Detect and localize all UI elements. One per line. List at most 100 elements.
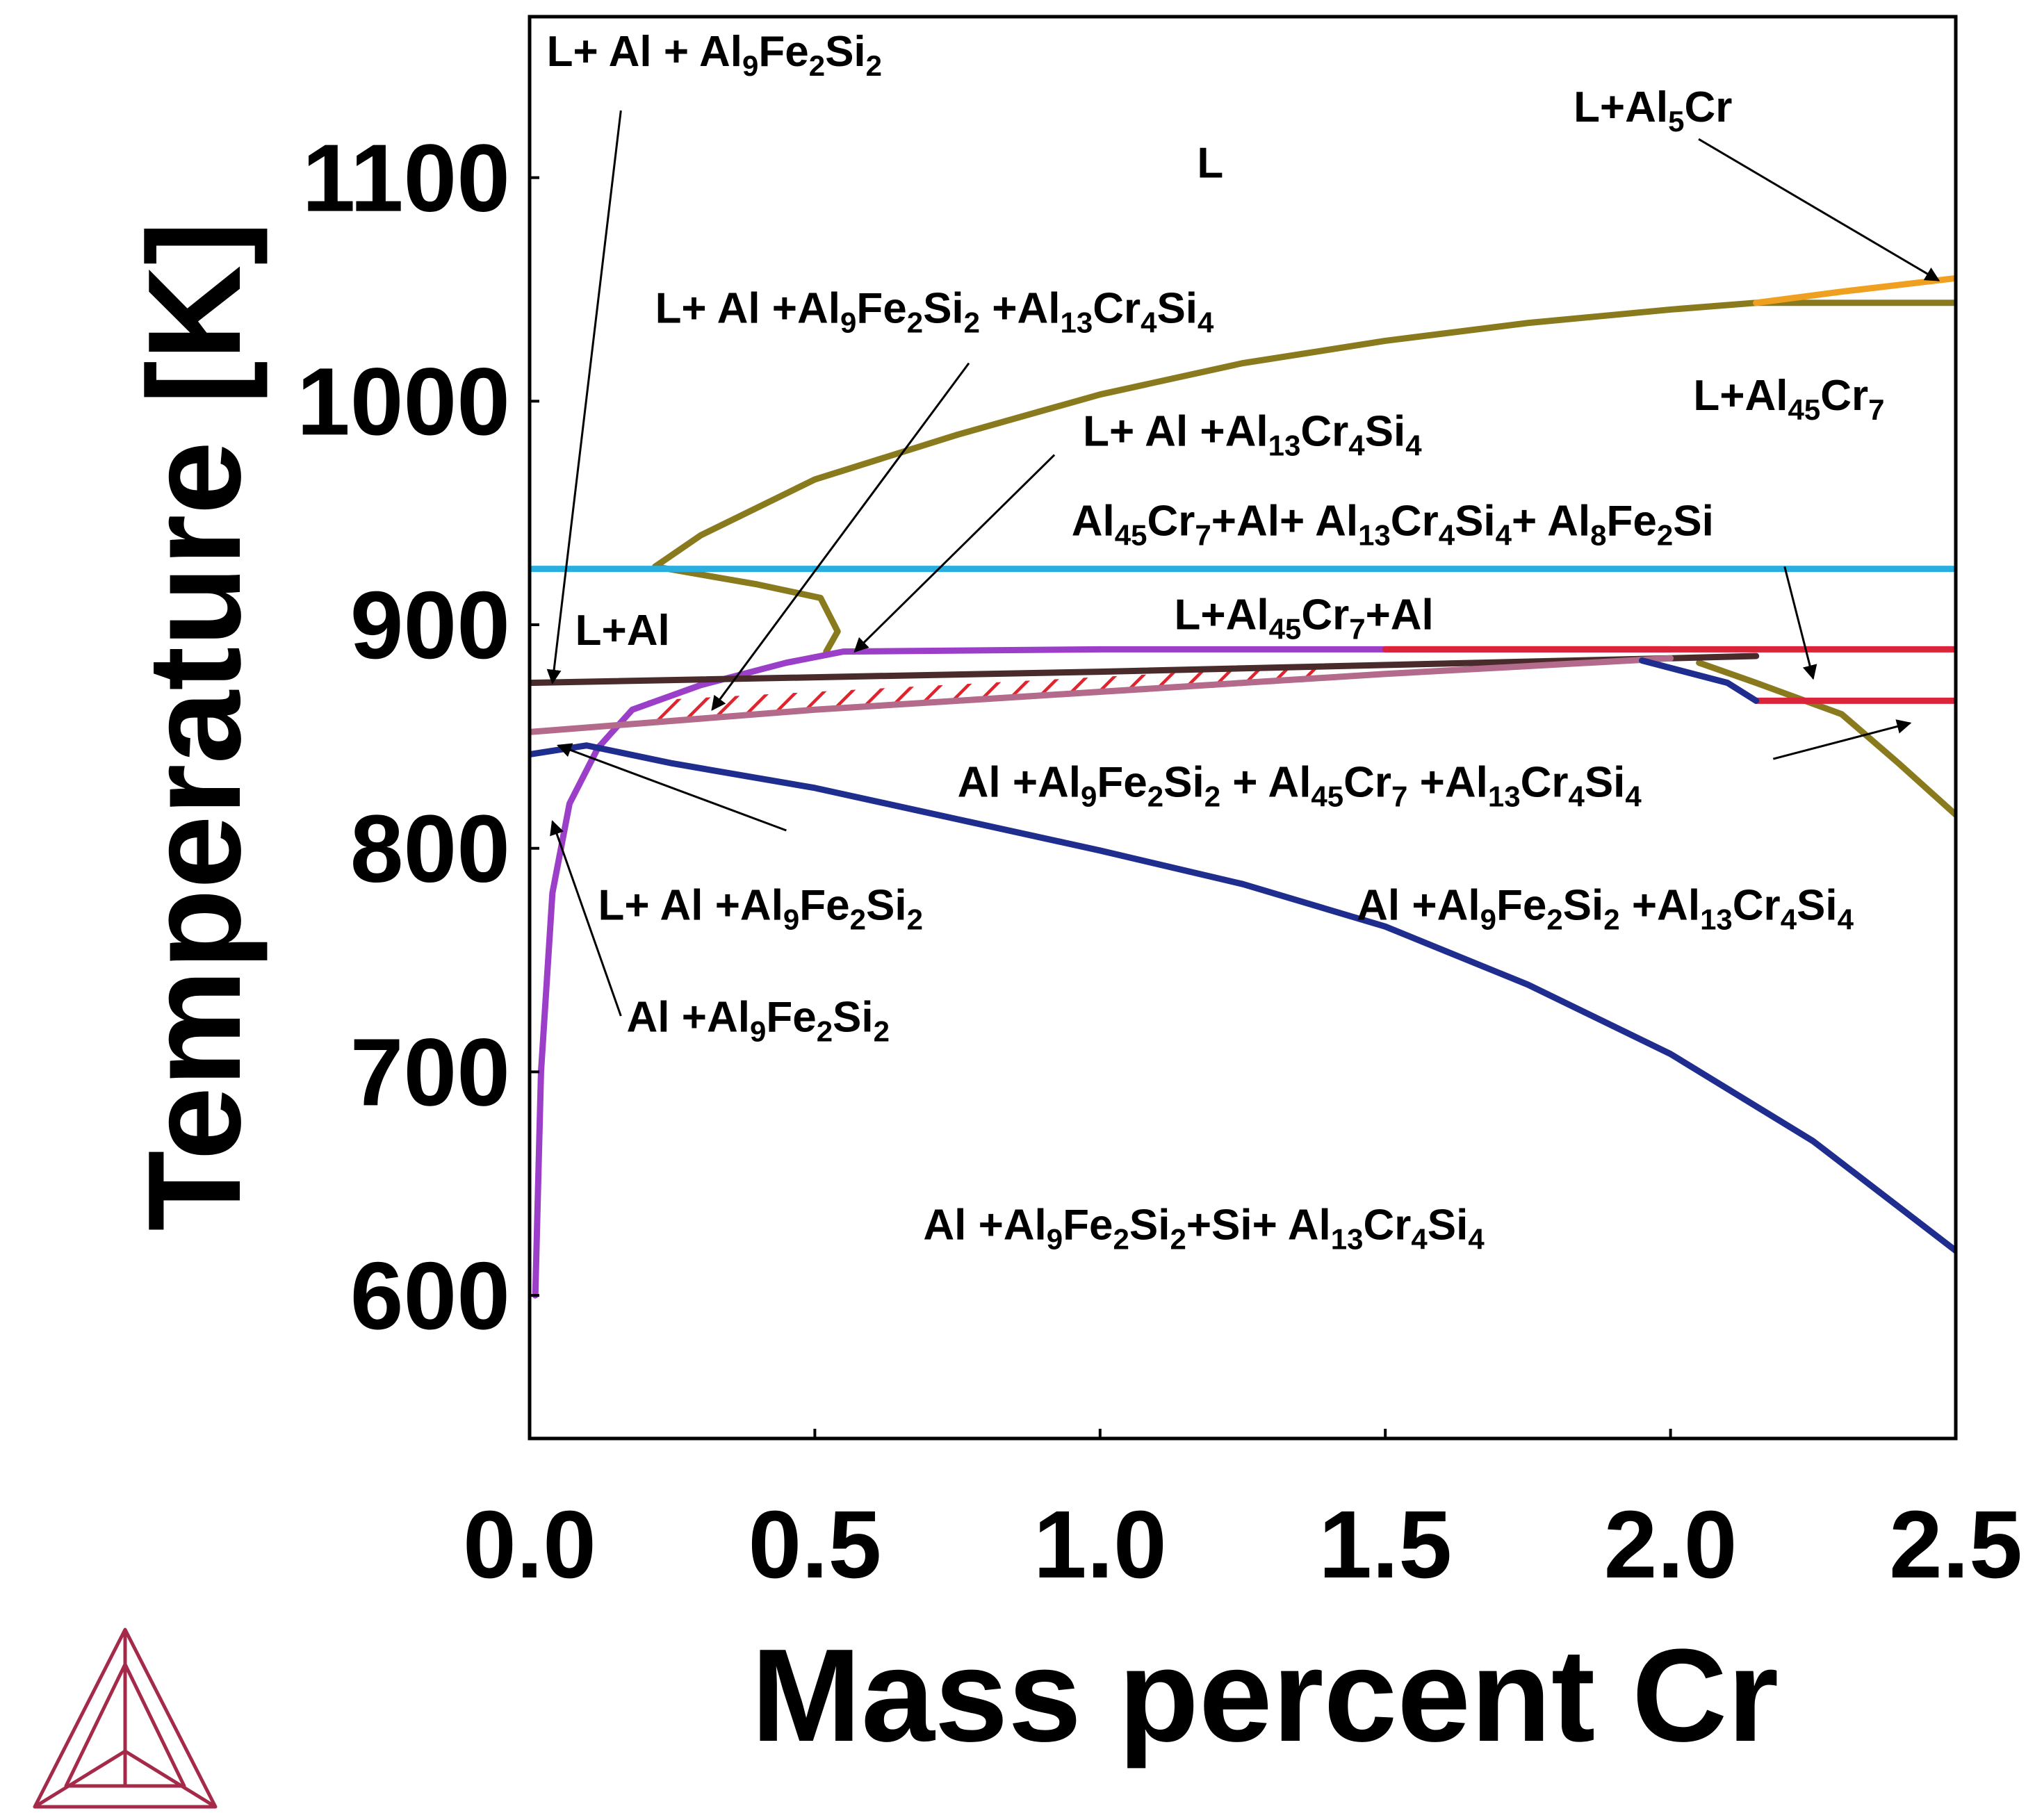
region-label-part: 8 [1590,518,1606,551]
region-label-part: 2 [874,1015,890,1048]
region-label-al45cr7-al-al13cr4si4-al8fe2si: Al45Cr7+Al+ Al13Cr4Si4+ Al8Fe2Si [1072,497,1714,551]
y-axis-title: Temperature [K] [121,221,268,1231]
region-label-part: 4 [1496,518,1512,551]
region-label-part: 9 [840,306,856,339]
region-label-part: 4 [1198,306,1214,339]
region-label-part: Si [1163,759,1204,807]
region-label-part: 4 [1405,429,1422,462]
phase-boundaries [530,274,1956,1299]
region-label-part: 4 [1781,903,1797,936]
region-label-part: L [1197,140,1223,188]
series-solvus-Al45Cr7-right [1696,659,1956,818]
region-label-part: Si [1585,759,1626,807]
y-tick-label: 800 [350,796,510,903]
region-label-part: Fe [1496,882,1546,930]
region-label-part: Fe [1097,759,1147,807]
series-blue-upper-right [1639,657,1760,704]
y-tick-label: 700 [350,1019,510,1126]
region-label-part: +Al [980,285,1060,333]
region-label-part: Al [1072,497,1115,545]
arrow-l-al-al9fe2si2 [557,743,787,832]
arrow-al-al9fe2si2-al45cr7-al13cr4si4 [1772,719,1912,760]
region-label-part: 9 [1047,1223,1063,1256]
region-label-part: Si [833,994,874,1042]
region-label-part: + Al [1512,497,1590,545]
region-label-part: 4 [1411,1223,1428,1256]
region-label-part: Cr [1093,285,1141,333]
region-label-part: 2 [817,1015,833,1048]
y-tick-label: 1000 [297,348,510,455]
region-label-part: 13 [1488,780,1521,813]
region-label-part: 2 [1113,1223,1129,1256]
region-label-part: Cr [1391,497,1439,545]
arrow-l-al-al13cr4si4 [853,454,1056,653]
plot-frame [528,15,1958,1441]
x-tick-label: 2.0 [1604,1491,1738,1598]
series-brown-line [530,653,1760,687]
region-label-part: 2 [809,49,825,82]
region-label-part: Fe [766,994,816,1042]
region-label-part: 9 [1081,780,1097,813]
region-label-part: Cr [1301,591,1349,639]
region-label-l-al-al13cr4si4: L+ Al +Al13Cr4Si4 [1083,408,1422,462]
region-label-al-al9fe2si2: Al +Al9Fe2Si2 [627,994,890,1048]
region-label-part: Cr [1300,408,1348,456]
region-label-part: L+ Al + Al [547,28,742,76]
region-label-part: 9 [783,903,799,936]
region-label-part: L+ Al +Al [655,285,840,333]
region-label-part: +Al+ Al [1211,497,1358,545]
region-label-part: 5 [1668,105,1684,138]
series-liquidus-L-Al5Cr [1753,274,1956,306]
annotation-arrows [546,110,1940,1017]
region-label-part: 2 [1170,1223,1186,1256]
region-label-part: 4 [1348,429,1365,462]
x-tick-label: 1.5 [1318,1491,1452,1598]
region-label-part: 4 [1468,1223,1485,1256]
region-label-part: 2 [866,49,882,82]
region-label-part: 2 [907,903,923,936]
region-label-part: L+ Al +Al [1083,408,1268,456]
region-label-part: 2 [1147,780,1163,813]
region-label-part: 7 [1349,612,1365,645]
region-label-part: 45 [1115,518,1147,551]
region-label-part: 4 [1141,306,1157,339]
region-label-part: Si [1365,408,1406,456]
region-label-part: Cr [1820,372,1868,420]
series-liquidus-lower-branch [652,563,841,655]
region-label-part: Si [1428,1202,1469,1249]
region-label-L: L [1197,140,1223,188]
arrow-al45cr7-al-al13cr4si4-al8fe2si [1783,566,1817,680]
region-label-part: Si [1455,497,1496,545]
region-label-part: 9 [1480,903,1496,936]
region-label-part: Si [1673,497,1714,545]
region-label-part: + Al [1220,759,1311,807]
x-tick-label: 1.0 [1033,1491,1167,1598]
thermo-calc-logo [33,1628,218,1809]
region-label-part: 45 [1269,612,1302,645]
region-label-al-al9fe2si2-al45cr7-al13cr4si4: Al +Al9Fe2Si2 + Al45Cr7 +Al13Cr4Si4 [958,759,1642,813]
region-label-part: Si [1797,882,1838,930]
region-label-part: 4 [1439,518,1455,551]
region-label-l-al5cr: L+Al5Cr [1574,83,1732,138]
region-label-part: Si [866,882,907,930]
series-liquidus-L-Al45Cr7 [652,300,1956,570]
axis-ticks: 0.0 0.5 1.0 1.5 2.0 2.5 600 700 800 900 1000 1100 [297,125,2022,1598]
region-label-part: 2 [1546,903,1562,936]
arrow-al-al9fe2si2 [550,820,622,1017]
region-label-part: L+ Al +Al [598,882,783,930]
region-label-part: Fe [758,28,808,76]
region-label-part: Al +Al [958,759,1081,807]
region-label-part: +Al [1407,759,1487,807]
region-label-l-al-al9fe2si2: L+ Al +Al9Fe2Si2 [598,882,922,936]
region-label-part: Al +Al [627,994,750,1042]
region-label-part: 2 [1204,780,1220,813]
region-label-part: 45 [1788,393,1821,426]
region-label-part: Cr [1343,759,1391,807]
region-label-l-al45cr7: L+Al45Cr7 [1693,372,1884,426]
x-tick-label: 2.5 [1889,1491,2022,1598]
region-label-part: L+Al [575,607,670,655]
region-label-part: Al +Al [923,1202,1046,1249]
region-label-part: +Al [1620,882,1700,930]
